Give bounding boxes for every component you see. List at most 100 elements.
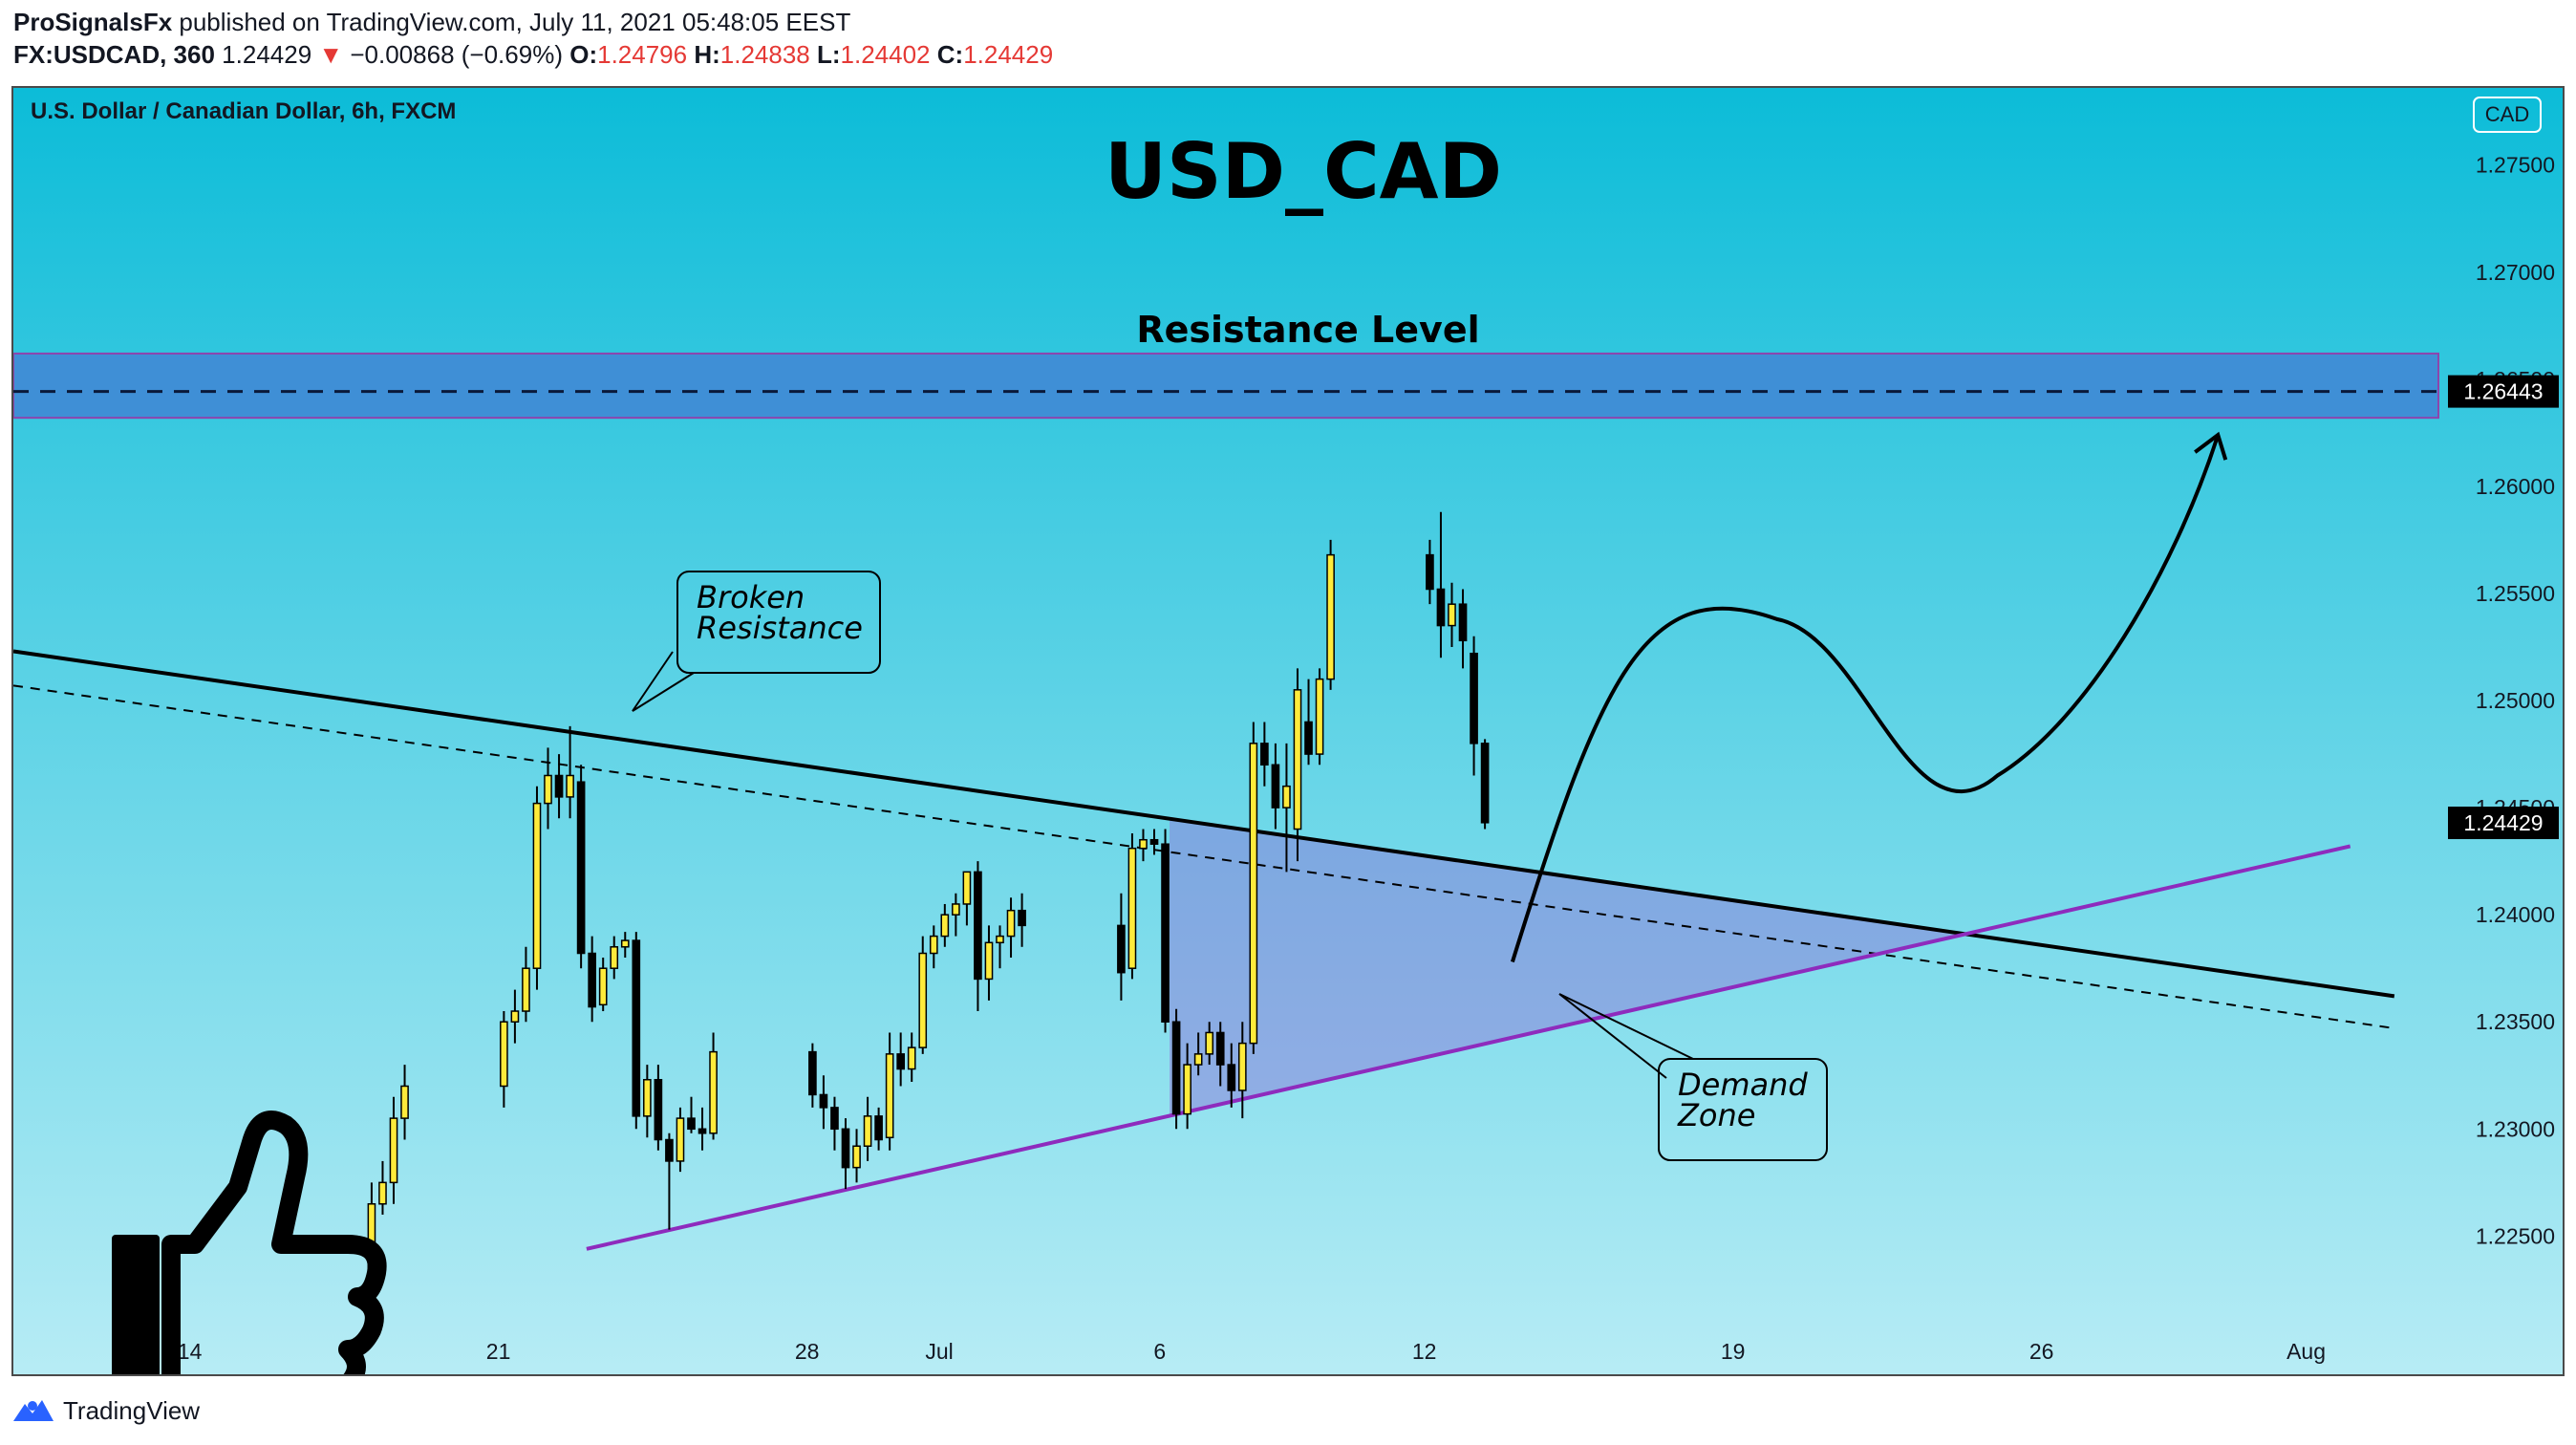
resistance-zone-label: Resistance Level [1136,309,1479,351]
candle-up [1293,689,1302,830]
candle-up [544,774,552,805]
candle-down [819,1093,828,1109]
chart-frame[interactable]: Resistance Level Broken Resistance Demand Z… [11,86,2565,1376]
candle-up [1127,847,1137,969]
candle-up [940,914,950,938]
open-value: 1.24796 [597,40,688,69]
candle-up [598,967,608,1006]
x-tick-label: 21 [486,1339,511,1364]
author-name[interactable]: ProSignalsFx [13,8,173,36]
y-tick-label: 1.23000 [2476,1116,2555,1141]
y-tick-label: 1.26000 [2476,474,2555,499]
candle-up [1237,1042,1247,1091]
broken-resistance-callout-pointer [632,651,695,712]
candle-up [400,1085,409,1119]
candle-down [1458,603,1468,642]
instrument-label: U.S. Dollar / Canadian Dollar, 6h, FXCM [31,98,456,124]
candle-up [885,1053,894,1139]
candle-down [654,1079,663,1141]
candle-down [874,1115,883,1141]
candle-down [1227,1064,1236,1091]
candle-up [676,1117,685,1162]
candle-down [1171,1021,1181,1115]
close-value: 1.24429 [963,40,1054,69]
x-tick-label: 12 [1412,1339,1437,1364]
candle-up [510,1010,520,1023]
price-marker-label: 1.24429 [2463,810,2543,835]
x-tick-label: Jul [925,1339,953,1364]
candle-up [610,946,619,969]
candle-down [1215,1031,1225,1066]
candle-up [1326,553,1335,680]
candle-up [1249,743,1258,1045]
chart-title: USD_CAD [1105,127,1502,216]
thumbs-up-cuff [112,1235,160,1374]
x-tick-label: 28 [795,1339,820,1364]
candle-down [698,1128,707,1134]
down-arrow-icon: ▼ [318,40,344,69]
close-label: C: [936,40,964,69]
thumbs-up-hand [161,1111,387,1374]
support-trendline [586,844,2351,1251]
y-tick-label: 1.27000 [2476,260,2555,285]
candle-up [620,939,630,948]
tradingview-brand[interactable]: TradingView [63,1395,201,1425]
resistance-parallel-trendline [13,684,2394,1029]
candle-down [632,939,641,1117]
publish-info: ProSignalsFx published on TradingView.co… [13,8,850,37]
candle-up [522,967,530,1012]
ohlc-readout: FX:USDCAD, 360 1.24429 ▼ −0.00868 (−0.69… [13,40,1053,70]
candle-up [996,935,1004,944]
y-tick-label: 1.27500 [2476,153,2555,178]
candle-up [1448,603,1456,627]
price-marker [2448,807,2559,840]
y-tick-label: 1.22500 [2476,1223,2555,1248]
candle-down [665,1138,674,1162]
candle-down [808,1050,817,1096]
footer: TradingView [11,1393,200,1428]
candle-up [1006,909,1016,938]
candle-up [907,1046,916,1070]
candle-up [952,903,960,916]
candle-up [1205,1031,1214,1055]
y-tick-label: 1.25000 [2476,688,2555,713]
candle-up [1282,785,1291,809]
candle-up [918,952,928,1048]
forecast-arrowhead [2194,431,2228,461]
candle-up [500,1021,508,1088]
candle-up [962,871,972,905]
candle-down [1161,843,1170,1023]
broken-resistance-callout-box [676,571,881,674]
candle-down [1149,838,1159,845]
x-tick-label: Aug [2286,1339,2326,1364]
candle-down [1271,764,1280,809]
resistance-zone [13,352,2439,420]
resistance-trendline [13,649,2395,999]
demand-zone-area [1170,818,1966,1116]
demand-zone-callout-text: Zone [1677,1097,1755,1133]
candle-down [1436,588,1446,627]
demand-zone-callout-text: Demand [1678,1067,1808,1103]
high-label: H: [694,40,720,69]
tradingview-logo-icon[interactable] [11,1396,55,1425]
broken-resistance-callout-text: Resistance [697,610,863,646]
candle-down [841,1128,850,1169]
demand-zone-callout-box [1658,1058,1828,1161]
candle-down [687,1117,696,1131]
candle-down [974,871,982,981]
candle-down [1018,909,1026,927]
candle-down [588,952,596,1008]
open-label: O: [569,40,598,69]
low-label: L: [816,40,841,69]
price-change: −0.00868 (−0.69%) [350,40,563,69]
chart-background [13,88,2563,1374]
candle-up [929,935,938,955]
candle-up [1139,838,1148,850]
candle-up [852,1145,861,1169]
candle-down [576,781,586,955]
currency-badge[interactable] [2473,97,2542,133]
candle-up [389,1117,398,1184]
candle-up [643,1079,652,1117]
thumbs-up-icon [112,1111,387,1374]
